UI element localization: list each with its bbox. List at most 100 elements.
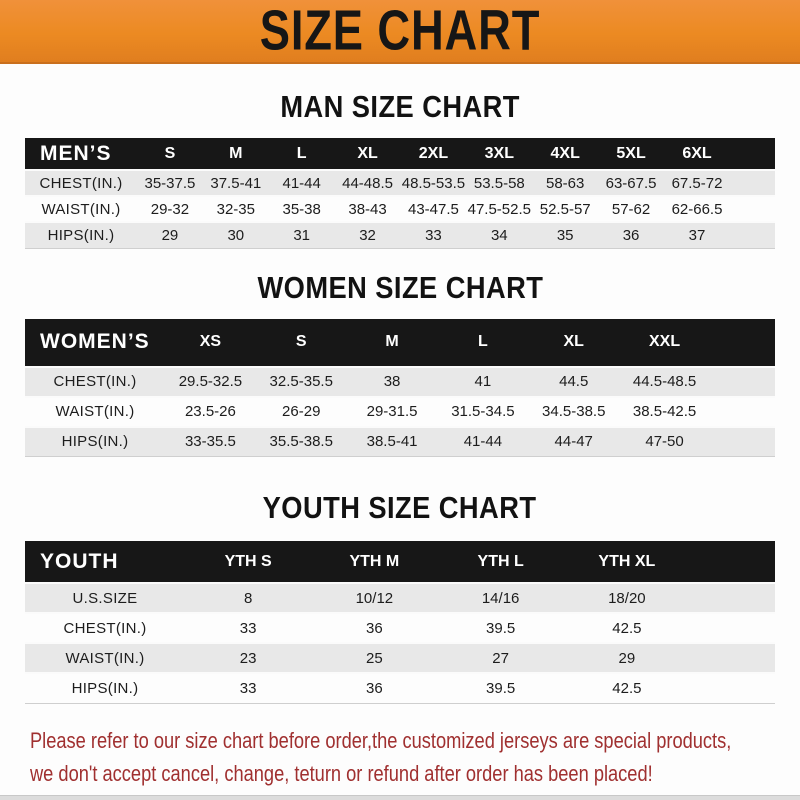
column-header: M — [202, 138, 269, 170]
size-cell: 31.5-34.5 — [437, 395, 529, 427]
table-header-row: MEN’S S M L XL 2XL 3XL 4XL 5XL 6XL — [25, 138, 775, 170]
row-label: U.S.SIZE — [25, 582, 185, 613]
column-header: L — [437, 318, 529, 367]
size-cell: 29-32 — [137, 195, 203, 222]
column-header: 4XL — [532, 138, 599, 170]
size-cell: 10/12 — [311, 582, 438, 613]
column-header: XXL — [619, 318, 710, 367]
size-cell: 31 — [268, 221, 335, 249]
table-row: CHEST(IN.) 35-37.5 37.5-41 41-44 44-48.5… — [25, 169, 775, 196]
men-section-title-text: MAN SIZE CHART — [280, 89, 520, 124]
size-cell: 44-48.5 — [334, 169, 401, 196]
size-cell: 43-47.5 — [400, 195, 467, 222]
table-row: WAIST(IN.) 23.5-26 26-29 29-31.5 31.5-34… — [25, 395, 775, 427]
table-row: WAIST(IN.) 23 25 27 29 — [25, 642, 775, 673]
size-cell: 47.5-52.5 — [466, 195, 533, 222]
row-label: HIPS(IN.) — [25, 425, 165, 457]
size-cell: 37.5-41 — [202, 169, 269, 196]
spacer-cell — [690, 541, 775, 583]
table-row: HIPS(IN.) 33 36 39.5 42.5 — [25, 672, 775, 704]
size-cell: 37 — [664, 221, 730, 249]
row-label: HIPS(IN.) — [25, 672, 185, 704]
size-cell: 67.5-72 — [664, 169, 730, 196]
size-cell: 29.5-32.5 — [165, 365, 256, 397]
men-size-table: MEN’S S M L XL 2XL 3XL 4XL 5XL 6XL CHEST… — [25, 138, 775, 249]
youth-size-table: YOUTH YTH S YTH M YTH L YTH XL U.S.SIZE … — [25, 541, 775, 704]
size-cell: 48.5-53.5 — [400, 169, 467, 196]
notice-line-1: Please refer to our size chart before or… — [30, 727, 732, 753]
men-section-title: MAN SIZE CHART — [0, 89, 800, 125]
spacer-cell — [710, 425, 775, 457]
women-table-label: WOMEN’S — [25, 318, 165, 367]
row-label: CHEST(IN.) — [25, 365, 165, 397]
footer-notice: Please refer to our size chart before or… — [30, 724, 800, 790]
row-label: WAIST(IN.) — [25, 395, 165, 427]
size-cell: 33 — [400, 221, 467, 249]
notice-line-2: we don't accept cancel, change, teturn o… — [30, 760, 653, 786]
size-cell: 8 — [185, 582, 312, 613]
column-header: XL — [334, 138, 401, 170]
youth-table-label: YOUTH — [25, 541, 185, 583]
column-header: S — [255, 318, 347, 367]
column-header: YTH XL — [563, 541, 690, 583]
size-cell: 35-38 — [268, 195, 335, 222]
table-header-row: WOMEN’S XS S M L XL XXL — [25, 318, 775, 367]
column-header: YTH S — [185, 541, 312, 583]
table-row: WAIST(IN.) 29-32 32-35 35-38 38-43 43-47… — [25, 195, 775, 222]
column-header: S — [137, 138, 203, 170]
spacer-cell — [710, 365, 775, 397]
row-label: WAIST(IN.) — [25, 642, 185, 673]
size-cell: 44.5 — [528, 365, 620, 397]
size-cell: 33-35.5 — [165, 425, 256, 457]
size-cell: 41 — [437, 365, 529, 397]
size-cell: 41-44 — [268, 169, 335, 196]
spacer-cell — [710, 395, 775, 427]
women-section-title-text: WOMEN SIZE CHART — [257, 269, 543, 305]
spacer-cell — [710, 318, 775, 367]
size-cell: 29 — [563, 642, 690, 673]
size-cell: 29 — [137, 221, 203, 249]
column-header: 2XL — [400, 138, 467, 170]
size-cell: 35.5-38.5 — [255, 425, 347, 457]
banner: SIZE CHART — [0, 0, 800, 64]
table-row: U.S.SIZE 8 10/12 14/16 18/20 — [25, 582, 775, 613]
bottom-strip — [0, 795, 800, 800]
size-cell: 33 — [185, 672, 312, 704]
size-cell: 58-63 — [532, 169, 599, 196]
women-section-title: WOMEN SIZE CHART — [0, 270, 800, 306]
column-header: XS — [165, 318, 256, 367]
size-cell: 23 — [185, 642, 312, 673]
youth-section: YOUTH SIZE CHART YOUTH YTH S YTH M YTH L… — [0, 490, 800, 704]
size-cell: 38 — [346, 365, 438, 397]
column-header: M — [346, 318, 438, 367]
size-cell: 27 — [437, 642, 564, 673]
column-header: 3XL — [466, 138, 533, 170]
men-table-label: MEN’S — [25, 138, 137, 170]
youth-section-title: YOUTH SIZE CHART — [0, 490, 800, 526]
size-cell: 39.5 — [437, 612, 564, 643]
column-header: 5XL — [598, 138, 664, 170]
size-cell: 42.5 — [563, 612, 690, 643]
spacer-cell — [690, 642, 775, 673]
table-header-row: YOUTH YTH S YTH M YTH L YTH XL — [25, 541, 775, 583]
row-label: HIPS(IN.) — [25, 221, 137, 249]
size-cell: 41-44 — [437, 425, 529, 457]
size-cell: 44.5-48.5 — [619, 365, 710, 397]
size-cell: 35-37.5 — [137, 169, 203, 196]
size-cell: 14/16 — [437, 582, 564, 613]
size-cell: 35 — [532, 221, 599, 249]
spacer-cell — [730, 138, 775, 170]
spacer-cell — [730, 169, 775, 196]
size-cell: 18/20 — [563, 582, 690, 613]
size-cell: 38-43 — [334, 195, 401, 222]
size-cell: 33 — [185, 612, 312, 643]
row-label: CHEST(IN.) — [25, 169, 137, 196]
youth-section-title-text: YOUTH SIZE CHART — [263, 490, 537, 525]
size-cell: 36 — [311, 612, 438, 643]
women-size-table: WOMEN’S XS S M L XL XXL CHEST(IN.) 29.5-… — [25, 318, 775, 457]
spacer-cell — [730, 195, 775, 222]
column-header: YTH M — [311, 541, 438, 583]
size-cell: 26-29 — [255, 395, 347, 427]
spacer-cell — [690, 582, 775, 613]
